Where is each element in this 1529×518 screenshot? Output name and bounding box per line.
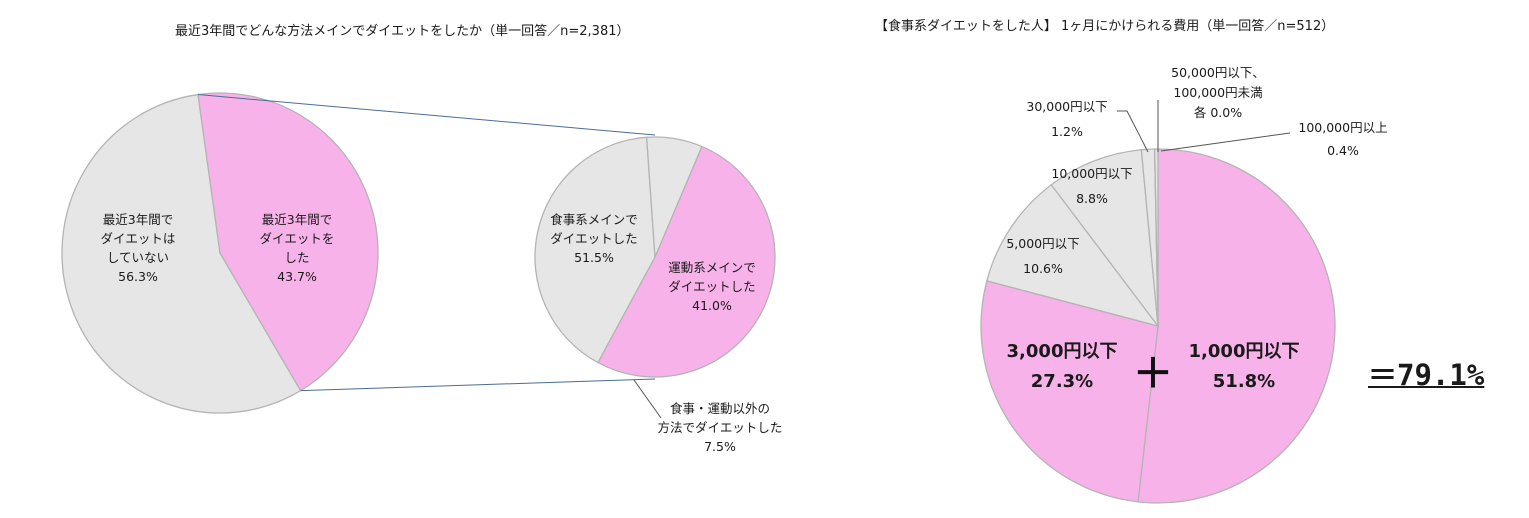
plus-sign: ＋ [1133,351,1173,397]
slice-50000-100000 [1154,149,1159,327]
leader-100000-over [1160,132,1291,152]
label-10000: 10,000円以下 8.8% [1051,166,1132,206]
left-chart-title: 最近3年間でどんな方法メインでダイエットをしたか（単一回答／n=2,381） [175,24,630,39]
combined-total-label: ＝79.1% [1368,358,1485,392]
slice-not-dieted [61,93,302,414]
slice-5000 [986,183,1160,328]
slice-1000 [1137,148,1336,504]
right-chart-title: 【食事系ダイエットをした人】 1ヶ月にかけられる費用（単一回答／n=512） [875,19,1335,34]
slice-10000 [1050,149,1159,329]
label-100000-over: 100,000円以上 0.4% [1298,120,1387,158]
slice-diet-other [645,136,703,258]
connector-line-bottom [300,378,656,392]
label-5000: 5,000円以下 10.6% [1006,236,1079,276]
slice-3000 [980,280,1159,503]
slice-diet-exercise [534,136,656,364]
connector-line-top [197,94,656,136]
label-30000: 30,000円以下 1.2% [1026,99,1107,139]
leader-diet-other [633,379,662,419]
label-diet-exercise: 運動系メインでダイエットした 41.0% [668,260,756,313]
label-dieted: 最近3年間でダイエットをした 43.7% [260,212,335,284]
slice-diet-food [597,145,776,378]
label-50000-100000: 50,000円以下、 100,000円未満各 0.0% [1171,65,1265,120]
label-not-dieted: 最近3年間でダイエットはしていない 56.3% [101,212,176,284]
label-1000: 1,000円以下 51.8% [1189,341,1300,392]
slice-dieted [197,92,379,392]
label-diet-food: 食事系メインでダイエットした 51.5% [550,212,638,265]
label-3000: 3,000円以下 27.3% [1007,341,1118,392]
label-diet-other: 食事・運動以外の方法でダイエットした 7.5% [658,401,783,454]
leader-30000 [1117,110,1149,153]
